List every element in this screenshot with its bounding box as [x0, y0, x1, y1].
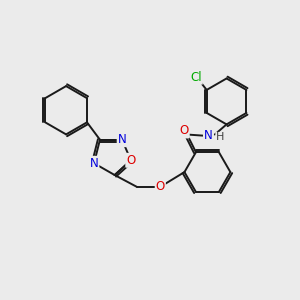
Text: O: O — [179, 124, 189, 137]
Text: O: O — [126, 154, 136, 167]
Text: N: N — [90, 157, 98, 170]
Text: N: N — [118, 133, 126, 146]
Text: N: N — [204, 130, 213, 142]
Text: H: H — [216, 133, 224, 142]
Text: O: O — [156, 180, 165, 193]
Text: Cl: Cl — [190, 71, 202, 84]
